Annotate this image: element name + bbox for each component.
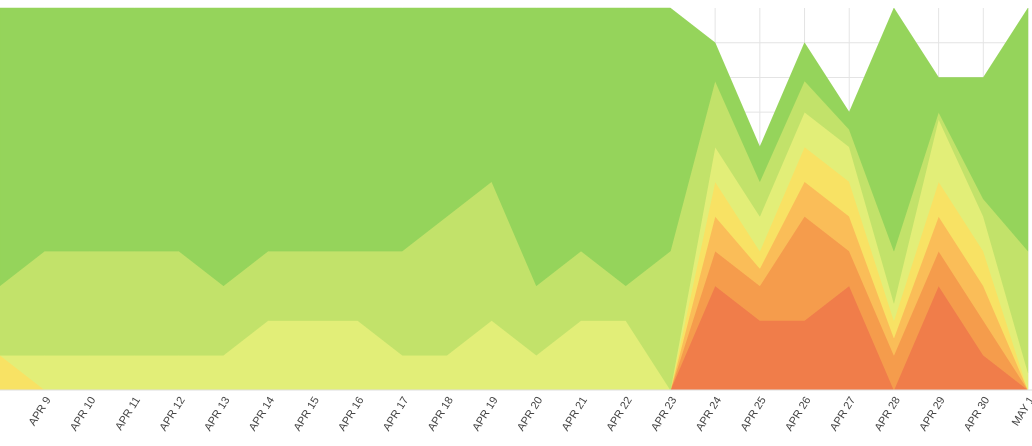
x-tick-label: APR 25 [739,395,769,434]
x-tick-label: APR 17 [381,395,411,434]
x-tick-label: APR 21 [560,395,590,434]
x-tick-label: APR 15 [292,395,322,434]
x-tick-label: APR 18 [426,395,456,434]
x-tick-label: APR 9 [27,395,54,428]
x-tick-label: APR 29 [917,395,947,434]
area [0,7,1029,287]
x-tick-label: APR 27 [828,395,858,434]
x-tick-label: APR 22 [604,395,634,434]
x-tick-label: APR 16 [336,395,366,434]
x-tick-label: APR 14 [247,395,277,434]
x-tick-label: APR 13 [202,395,232,434]
x-tick-label: APR 20 [515,395,545,434]
x-tick-label: APR 30 [962,395,992,434]
x-tick-label: MAY 1 [1010,395,1032,428]
x-tick-label: APR 24 [694,395,724,434]
x-tick-label: APR 12 [158,395,188,434]
x-tick-label: APR 11 [113,395,143,433]
x-tick-label: APR 19 [470,395,500,434]
x-tick-label: APR 10 [68,395,98,434]
x-tick-label: APR 23 [649,395,679,434]
x-tick-label: APR 28 [873,395,903,434]
x-tick-label: APR 26 [783,395,813,434]
